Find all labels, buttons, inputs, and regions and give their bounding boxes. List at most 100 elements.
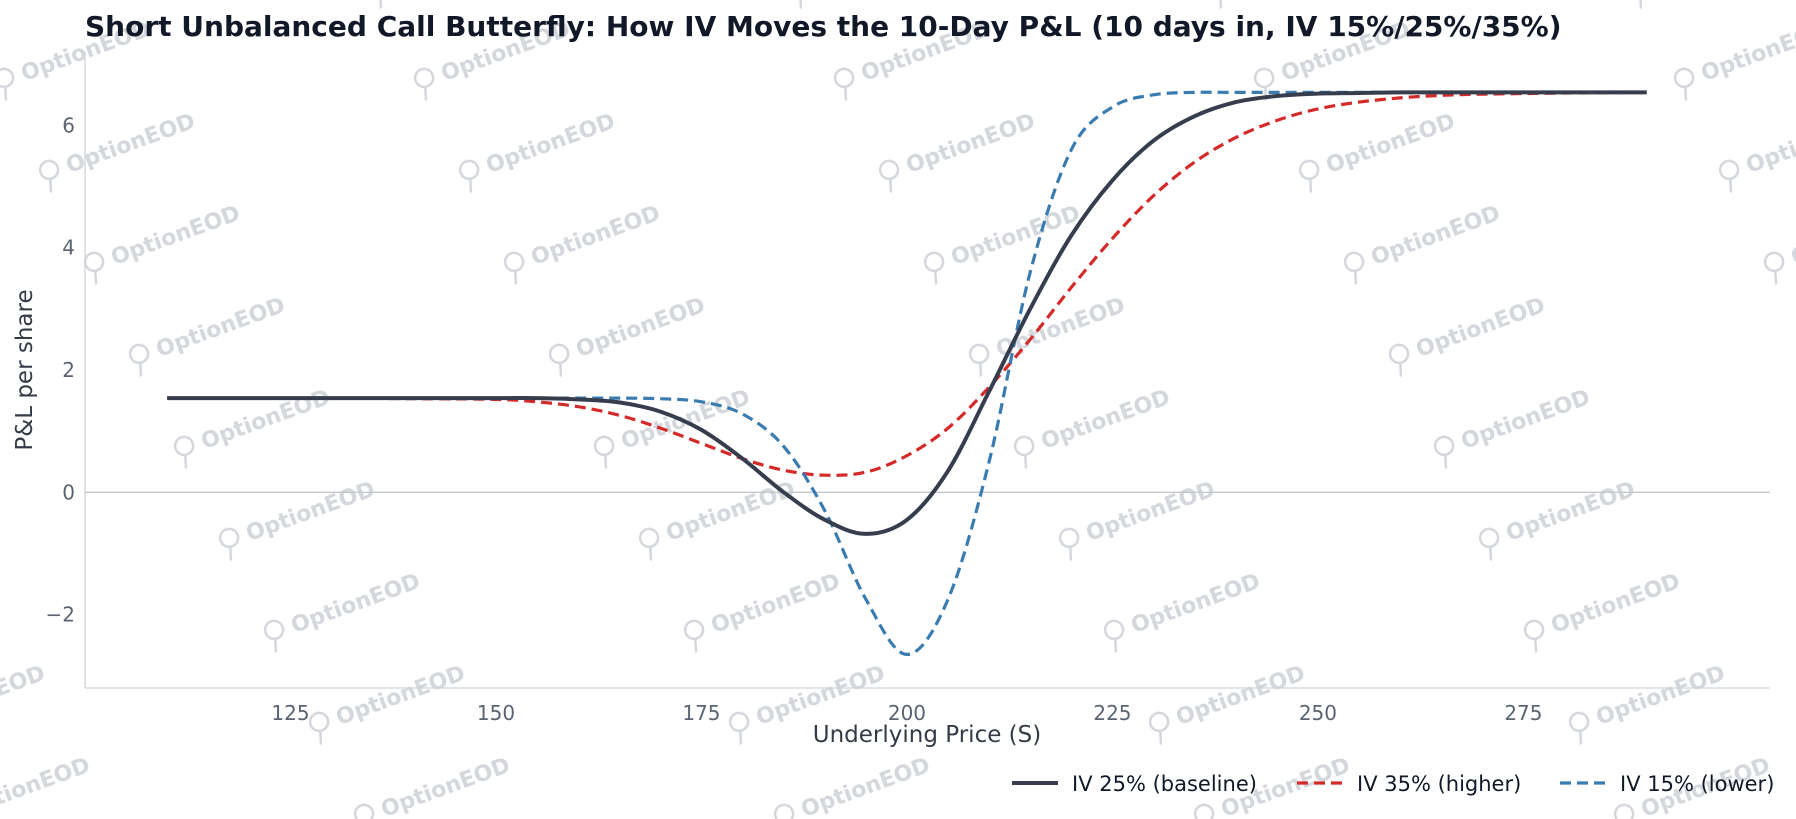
series-layer [167,90,1647,656]
watermark: OptionEOD [83,201,244,285]
watermark-text: OptionEOD [1503,477,1639,547]
watermark: OptionEOD [1388,293,1549,377]
watermark-text: OptionEOD [1083,477,1219,547]
x-tick-label: 275 [1504,701,1542,725]
watermark-text: OptionEOD [1458,385,1594,455]
watermark-text: OptionEOD [483,109,619,179]
watermark: OptionEOD [0,0,111,10]
x-tick-label: 225 [1093,701,1131,725]
y-tick-label: 6 [62,113,75,137]
legend-label: IV 35% (higher) [1357,772,1521,796]
watermark: OptionEOD [263,569,424,653]
legend-item: IV 25% (baseline) [1012,772,1257,796]
watermark: OptionEOD [773,753,934,819]
watermark-text: OptionEOD [333,661,469,731]
watermark-text: OptionEOD [1128,569,1264,639]
watermark: OptionEOD [1343,201,1504,285]
watermark: OptionEOD [458,109,619,193]
watermark-text: OptionEOD [1548,569,1684,639]
y-tick-label: 0 [62,480,75,504]
watermark-text: OptionEOD [378,753,514,819]
watermark: OptionEOD [1013,385,1174,469]
watermark: OptionEOD [1568,661,1729,745]
watermark: OptionEOD [503,201,664,285]
x-tick-label: 150 [477,701,515,725]
watermark-text: OptionEOD [0,569,4,639]
series-line-iv-15-line [167,90,1647,656]
watermark-text: OptionEOD [528,201,664,271]
x-tick-label: 250 [1299,701,1337,725]
y-tick-label: 2 [62,358,75,382]
watermark-text: OptionEOD [1593,661,1729,731]
watermark: OptionEOD [638,477,799,561]
watermark: OptionEOD [1718,109,1796,193]
watermark-text: OptionEOD [198,385,334,455]
watermark: OptionEOD [0,753,94,819]
x-tick-labels: 125 150 175 200 225 250 275 [271,701,1542,725]
watermark-text: OptionEOD [63,109,199,179]
watermark-text: OptionEOD [108,201,244,271]
watermark: OptionEOD [683,569,844,653]
watermark: OptionEOD [218,477,379,561]
x-tick-label: 175 [682,701,720,725]
watermark: OptionEOD [353,753,514,819]
watermark: OptionEOD [1058,477,1219,561]
y-axis-label: P&L per share [12,289,38,450]
legend-item: IV 35% (higher) [1297,772,1521,796]
watermark: OptionEOD [379,0,383,9]
watermark-text: OptionEOD [948,201,1084,271]
y-tick-labels: −2 0 2 4 6 [46,113,75,626]
series-line-iv-25-line [167,90,1647,536]
watermark-text: OptionEOD [1368,201,1504,271]
legend: IV 25% (baseline) IV 35% (higher) IV 15% (… [1012,772,1774,796]
watermark-text: OptionEOD [1173,661,1309,731]
watermark: OptionEOD [548,293,709,377]
watermark-text: OptionEOD [153,293,289,363]
watermark: OptionEOD [0,661,49,731]
watermark-text: OptionEOD [1038,385,1174,455]
x-tick-label: 125 [271,701,309,725]
watermark: OptionEOD [968,293,1129,377]
watermark-text: OptionEOD [903,109,1039,179]
watermark: OptionEOD [1478,477,1639,561]
y-tick-label: 4 [62,236,75,260]
legend-item: IV 15% (lower) [1560,772,1774,796]
watermark-text: OptionEOD [708,569,844,639]
watermark-text: OptionEOD [573,293,709,363]
watermark: OptionEOD [1639,0,1643,9]
legend-label: IV 25% (baseline) [1072,772,1257,796]
watermark-text: OptionEOD [243,477,379,547]
watermark: OptionEOD [1433,385,1594,469]
series-line-iv-35-line [167,90,1647,477]
watermark: OptionEOD [308,661,469,745]
x-tick-label: 200 [888,701,926,725]
watermark: OptionEOD [799,0,803,9]
y-tick-label: −2 [46,603,75,627]
watermark: OptionEOD [128,293,289,377]
watermark-text: OptionEOD [0,661,49,731]
x-axis-label: Underlying Price (S) [813,722,1041,748]
watermark: OptionEOD [0,569,4,639]
watermark-text: OptionEOD [753,661,889,731]
watermark-text: OptionEOD [993,293,1129,363]
watermark-text: OptionEOD [1788,201,1796,271]
watermark: OptionEOD [1673,17,1796,101]
watermark-text: OptionEOD [1743,109,1796,179]
watermark: OptionEOD [1103,569,1264,653]
watermark: OptionEOD [923,201,1084,285]
watermark: OptionEOD [878,109,1039,193]
watermark-text: OptionEOD [798,753,934,819]
watermark: OptionEOD [1298,109,1459,193]
watermark: OptionEOD [1523,569,1684,653]
watermark-text: OptionEOD [1698,17,1796,87]
watermark-text: OptionEOD [288,569,424,639]
watermark-text: OptionEOD [1413,293,1549,363]
legend-label: IV 15% (lower) [1620,772,1774,796]
watermark-text: OptionEOD [1323,109,1459,179]
watermark: OptionEOD [1219,0,1223,9]
watermark-text: OptionEOD [0,753,94,819]
chart-title: Short Unbalanced Call Butterfly: How IV … [85,10,1562,43]
watermark: OptionEOD [1148,661,1309,745]
